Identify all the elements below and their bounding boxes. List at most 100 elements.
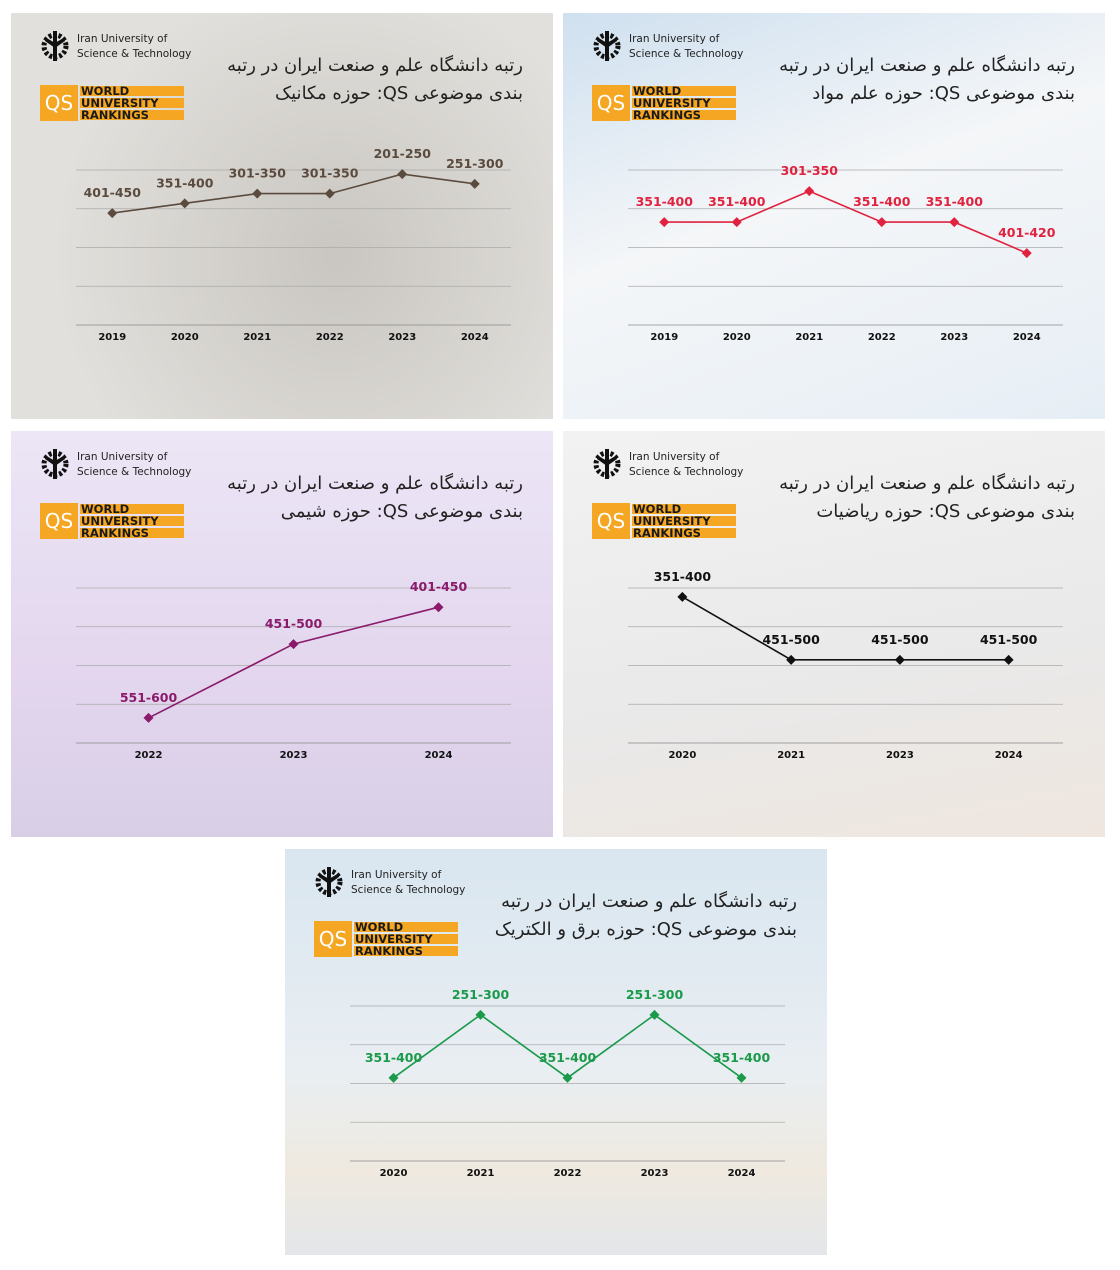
data-label: 451-500: [762, 632, 820, 647]
x-tick-label: 2023: [886, 750, 914, 761]
marker: [1021, 248, 1032, 259]
logo: Iran University of Science & Technology QS…: [592, 31, 743, 122]
emblem: [45, 37, 65, 48]
data-label: 351-400: [713, 1050, 771, 1065]
x-tick-label: 2019: [98, 332, 126, 343]
chart: Iran University of Science & Technology QS…: [592, 31, 1063, 343]
chart-panel: رتبه دانشگاه علم و صنعت ایران در رتبه بند…: [285, 849, 827, 1255]
qs-text: QS: [597, 509, 625, 533]
chart-title: بندی موضوعی QS: حوزه شیمی: [280, 501, 523, 522]
data-label: 201-250: [374, 146, 432, 161]
x-tick-label: 2022: [554, 1168, 582, 1179]
emblem: [597, 455, 617, 466]
marker: [736, 1072, 747, 1083]
rankings-text: WORLD: [355, 920, 403, 934]
x-tick-label: 2024: [425, 750, 453, 761]
qs-bar: [80, 110, 184, 120]
chart-title: رتبه دانشگاه علم و صنعت ایران در رتبه: [227, 473, 523, 494]
rankings-text: WORLD: [633, 502, 681, 516]
data-label: 551-600: [120, 690, 178, 705]
rankings-text: RANKINGS: [633, 526, 701, 540]
chart: Iran University of Science & Technology QS…: [314, 867, 785, 1179]
marker: [894, 654, 905, 665]
x-tick-label: 2022: [135, 750, 163, 761]
rankings-text: RANKINGS: [633, 108, 701, 122]
rankings-text: UNIVERSITY: [355, 932, 433, 946]
chart-title: رتبه دانشگاه علم و صنعت ایران در رتبه: [779, 55, 1075, 76]
qs-bar: [632, 528, 736, 538]
qs-box: [40, 85, 78, 121]
qs-bar: [354, 946, 458, 956]
data-label: 351-400: [708, 194, 766, 209]
data-label: 301-350: [781, 163, 839, 178]
data-label: 451-500: [265, 616, 323, 631]
university-name: Iran University of: [77, 451, 168, 463]
marker: [1003, 654, 1014, 665]
x-tick-label: 2024: [728, 1168, 756, 1179]
chart: Iran University of Science & Technology QS…: [40, 449, 511, 761]
qs-text: QS: [597, 91, 625, 115]
data-label: 351-400: [853, 194, 911, 209]
marker: [475, 1009, 486, 1020]
qs-box: [314, 921, 352, 957]
marker: [388, 1072, 399, 1083]
data-label: 301-350: [301, 166, 359, 181]
x-tick-label: 2023: [940, 332, 968, 343]
emblem: [45, 455, 65, 466]
marker: [397, 169, 408, 180]
qs-box: [40, 503, 78, 539]
emblem: [319, 873, 339, 884]
logo: Iran University of Science & Technology QS…: [592, 449, 743, 540]
chart-title: بندی موضوعی QS: حوزه برق و الکتریک: [494, 919, 797, 940]
qs-box: [592, 85, 630, 121]
qs-text: QS: [45, 509, 73, 533]
x-tick-label: 2024: [1013, 332, 1041, 343]
university-name: Science & Technology: [77, 466, 191, 478]
rankings-text: WORLD: [633, 84, 681, 98]
marker: [876, 217, 887, 228]
x-tick-label: 2019: [650, 332, 678, 343]
marker: [677, 591, 688, 602]
data-label: 251-300: [452, 987, 510, 1002]
logo: Iran University of Science & Technology QS…: [314, 867, 465, 958]
rankings-text: WORLD: [81, 84, 129, 98]
chart-panel: رتبه دانشگاه علم و صنعت ایران در رتبه بند…: [11, 431, 553, 837]
data-label: 251-300: [626, 987, 684, 1002]
rankings-text: UNIVERSITY: [633, 514, 711, 528]
marker: [324, 188, 335, 199]
qs-text: QS: [45, 91, 73, 115]
university-name: Science & Technology: [351, 884, 465, 896]
rankings-text: RANKINGS: [355, 944, 423, 958]
chart-title: بندی موضوعی QS: حوزه مکانیک: [275, 83, 523, 104]
x-tick-label: 2020: [380, 1168, 408, 1179]
data-label: 351-400: [654, 569, 712, 584]
marker: [288, 639, 299, 650]
qs-bar: [80, 98, 184, 108]
line: [664, 190, 1028, 254]
chart: Iran University of Science & Technology QS…: [592, 449, 1063, 761]
qs-bar: [80, 504, 184, 514]
x-tick-label: 2023: [280, 750, 308, 761]
x-tick-label: 2024: [995, 750, 1023, 761]
data-label: 351-400: [156, 175, 214, 190]
data-label: 351-400: [365, 1050, 423, 1065]
data-label: 251-300: [446, 156, 504, 171]
marker: [107, 208, 118, 219]
line: [393, 1013, 742, 1079]
chart-panel: رتبه دانشگاه علم و صنعت ایران در رتبه بند…: [563, 13, 1105, 419]
rankings-text: RANKINGS: [81, 108, 149, 122]
qs-bar: [632, 110, 736, 120]
chart-panel: رتبه دانشگاه علم و صنعت ایران در رتبه بند…: [11, 13, 553, 419]
rankings-text: UNIVERSITY: [81, 96, 159, 110]
university-name: Iran University of: [351, 869, 442, 881]
qs-bar: [632, 504, 736, 514]
qs-bar: [80, 528, 184, 538]
marker: [433, 602, 444, 613]
x-tick-label: 2021: [795, 332, 823, 343]
qs-bar: [632, 86, 736, 96]
qs-bar: [354, 934, 458, 944]
university-name: Science & Technology: [629, 48, 743, 60]
x-tick-label: 2024: [461, 332, 489, 343]
logo: Iran University of Science & Technology QS…: [40, 449, 191, 540]
